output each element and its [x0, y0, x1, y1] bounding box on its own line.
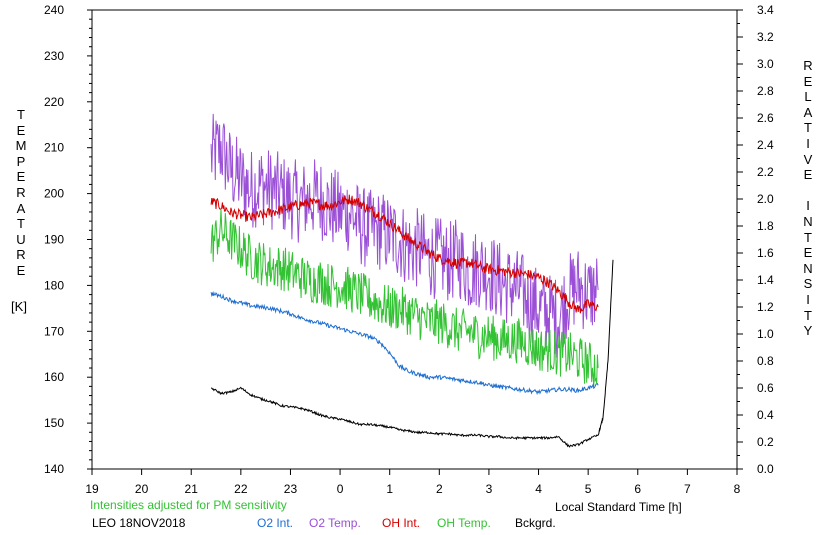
legend-item: O2 Int.: [257, 516, 294, 530]
right-tick-label: 0.2: [757, 435, 774, 449]
x-tick-label: 2: [436, 482, 443, 496]
right-axis-title-letter: Y: [803, 323, 813, 339]
x-tick-label: 23: [284, 482, 298, 496]
right-axis-title-letter: I: [806, 291, 810, 307]
x-tick-label: 5: [585, 482, 592, 496]
x-tick-label: 8: [734, 482, 741, 496]
legend-item: OH Temp.: [437, 516, 491, 530]
right-tick-label: 2.0: [757, 192, 774, 206]
legend-item: O2 Temp.: [309, 516, 361, 530]
x-tick-label: 6: [634, 482, 641, 496]
right-tick-label: 3.0: [757, 57, 774, 71]
right-tick-label: 1.8: [757, 219, 774, 233]
right-axis-title-letter: I: [806, 135, 810, 151]
right-tick-label: 0.0: [757, 462, 774, 476]
series-bckgrd: [211, 259, 614, 448]
left-axis-title-letter: M: [15, 138, 27, 154]
left-tick-label: 220: [44, 95, 64, 109]
right-tick-label: 1.6: [757, 246, 774, 260]
right-tick-label: 2.4: [757, 138, 774, 152]
right-axis-title-letter: E: [803, 245, 813, 261]
footer-note: Intensities adjusted for PM sensitivity: [90, 498, 287, 512]
right-tick-label: 3.4: [757, 3, 774, 17]
right-axis-title-letter: L: [804, 89, 812, 105]
left-axis-unit: [K]: [11, 299, 27, 314]
series-o2-int: [210, 290, 599, 396]
right-axis-title-letter: [800, 183, 816, 199]
right-tick-label: 1.4: [757, 273, 774, 287]
right-tick-label: 3.2: [757, 30, 774, 44]
x-tick-label: 20: [135, 482, 149, 496]
left-tick-label: 210: [44, 141, 64, 155]
left-tick-label: 190: [44, 233, 64, 247]
left-tick-label: 160: [44, 370, 64, 384]
legend-item: Bckgrd.: [515, 516, 556, 530]
right-axis-title-letter: S: [803, 276, 813, 292]
left-axis-title-letter: E: [16, 169, 26, 185]
left-tick-label: 150: [44, 416, 64, 430]
left-axis-title-letter: U: [16, 231, 26, 247]
series-o2-temp: [210, 113, 599, 358]
left-axis-title-letter: R: [16, 184, 26, 200]
left-axis-title-letter: A: [16, 200, 26, 216]
right-axis-title-letter: V: [803, 151, 813, 167]
x-tick-label: 3: [486, 482, 493, 496]
right-axis-title-letter: T: [804, 120, 812, 136]
x-tick-label: 4: [535, 482, 542, 496]
left-axis-title-letter: T: [17, 107, 25, 122]
right-tick-label: 0.4: [757, 408, 774, 422]
right-axis-title-letter: E: [803, 73, 813, 89]
right-axis-title-letter: T: [804, 307, 812, 323]
right-axis-title-letter: T: [804, 229, 812, 245]
x-tick-label: 19: [85, 482, 99, 496]
right-tick-label: 0.8: [757, 354, 774, 368]
series-oh-int: [210, 194, 599, 314]
right-tick-label: 0.6: [757, 381, 774, 395]
left-axis-title-letter: E: [16, 122, 26, 138]
x-tick-label: 7: [684, 482, 691, 496]
left-tick-label: 140: [44, 462, 64, 476]
right-axis-title-letter: A: [803, 104, 813, 120]
left-axis-title-letter: T: [17, 216, 25, 232]
right-tick-label: 2.8: [757, 84, 774, 98]
right-axis-title-letter: R: [803, 58, 813, 73]
left-tick-label: 230: [44, 49, 64, 63]
left-tick-label: 240: [44, 3, 64, 17]
left-tick-label: 180: [44, 278, 64, 292]
x-axis-label: Local Standard Time [h]: [555, 500, 682, 514]
right-axis-title-letter: I: [806, 198, 810, 214]
right-tick-label: 2.2: [757, 165, 774, 179]
x-tick-label: 1: [386, 482, 393, 496]
x-tick-label: 22: [234, 482, 248, 496]
station-date: LEO 18NOV2018: [92, 516, 186, 530]
right-axis-title-letter: N: [803, 213, 813, 229]
x-tick-label: 0: [337, 482, 344, 496]
right-axis-title-letter: E: [803, 167, 813, 183]
right-tick-label: 1.2: [757, 300, 774, 314]
right-tick-label: 2.6: [757, 111, 774, 125]
legend-item: OH Int.: [382, 516, 421, 530]
left-axis-title-letter: P: [16, 153, 26, 169]
left-tick-label: 200: [44, 187, 64, 201]
left-tick-label: 170: [44, 324, 64, 338]
chart-ticks: 1401501601701801902002102202302400.00.20…: [44, 3, 774, 496]
right-tick-label: 1.0: [757, 327, 774, 341]
chart-series: [210, 113, 614, 448]
series-oh-temp: [210, 209, 599, 387]
right-axis-title-letter: N: [803, 260, 813, 276]
left-axis-title-letter: R: [16, 247, 26, 263]
left-axis-title-letter: E: [16, 262, 26, 278]
x-tick-label: 21: [185, 482, 199, 496]
